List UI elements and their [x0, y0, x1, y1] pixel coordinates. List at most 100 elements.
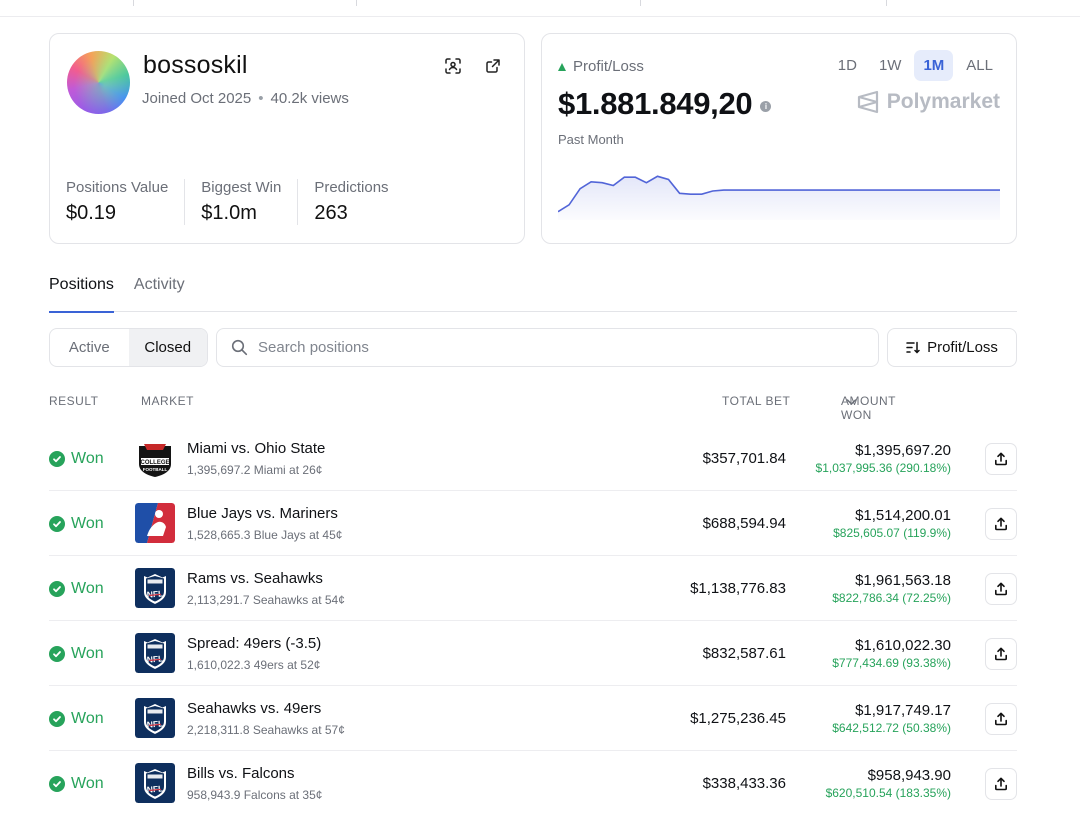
check-circle-icon [49, 450, 65, 467]
market-title[interactable]: Blue Jays vs. Mariners [187, 505, 338, 522]
result-cell: Won [49, 686, 104, 751]
total-bet: $357,701.84 [702, 450, 786, 467]
result-label: Won [71, 514, 104, 532]
amount-won: $1,961,563.18 [855, 572, 951, 589]
info-icon[interactable]: i [760, 100, 772, 112]
market-logo: NFL [135, 763, 175, 803]
sort-button[interactable]: Profit/Loss [887, 328, 1017, 367]
filter-closed-button[interactable]: Closed [128, 329, 207, 366]
stat-value: $1.0m [201, 202, 257, 224]
check-circle-icon [49, 775, 65, 792]
share-icon [995, 452, 1007, 466]
table-row[interactable]: Won NFL Spread: 49ers (-3.5) 1,610,022.3 49… [49, 621, 1017, 686]
share-button[interactable] [985, 768, 1017, 800]
svg-text:NFL: NFL [146, 653, 163, 664]
profit-loss-card: Profit/Loss $1.881.849,20 i Past Month 1… [541, 33, 1017, 244]
profit-gain: $620,510.54 (183.35%) [825, 786, 951, 800]
share-icon [995, 777, 1007, 791]
result-label: Won [71, 579, 104, 597]
pnl-label: Profit/Loss [558, 58, 644, 75]
chevron-down-icon [846, 399, 857, 405]
header-divider [0, 16, 1080, 17]
range-1d[interactable]: 1D [837, 57, 857, 74]
nfl-logo-icon: NFL [135, 698, 175, 738]
market-title[interactable]: Bills vs. Falcons [187, 765, 295, 782]
polymarket-logo-icon [857, 90, 878, 114]
header-total-bet[interactable]: TOTAL BET [722, 394, 791, 408]
share-button[interactable] [985, 443, 1017, 475]
range-1m[interactable]: 1M [914, 50, 954, 81]
share-icon [995, 517, 1007, 531]
header-market: MARKET [141, 394, 195, 408]
stat-positions-value: Positions Value $0.19 [66, 179, 186, 225]
result-cell: Won [49, 556, 104, 621]
range-all[interactable]: ALL [966, 57, 993, 74]
market-subtitle: 1,610,022.3 49ers at 52¢ [187, 658, 321, 672]
username: bossoskil [143, 51, 248, 79]
mlb-logo-icon [135, 503, 175, 543]
svg-text:NFL: NFL [146, 783, 163, 794]
tab-activity[interactable]: Activity [133, 276, 185, 293]
share-button[interactable] [985, 703, 1017, 735]
market-subtitle: 1,528,665.3 Blue Jays at 45¢ [187, 528, 343, 542]
pnl-area [558, 176, 1000, 220]
tab-positions[interactable]: Positions [49, 270, 114, 313]
stat-label: Predictions [314, 179, 389, 196]
result-cell: Won [49, 751, 104, 815]
profit-gain: $642,512.72 (50.38%) [832, 721, 951, 735]
profile-meta: Joined Oct 2025 • 40.2k views [142, 90, 349, 107]
market-logo: COLLEGE FOOTBALL [135, 438, 175, 478]
share-button[interactable] [985, 638, 1017, 670]
table-row[interactable]: Won NFL Rams vs. Seahawks 2,113,291.7 Seaha… [49, 556, 1017, 621]
market-title[interactable]: Seahawks vs. 49ers [187, 700, 322, 717]
search-icon [231, 339, 248, 356]
result-label: Won [71, 774, 104, 792]
avatar [67, 51, 130, 114]
table-row[interactable]: Won NFL Seahawks vs. 49ers 2,218,311.8 Seah… [49, 686, 1017, 751]
profile-card: bossoskil Joined Oct 2025 • 40.2k views Po… [49, 33, 525, 244]
sort-icon [906, 341, 920, 354]
table-row[interactable]: Won COLLEGE FOOTBALL Miami vs. Ohio State 1,… [49, 426, 1017, 491]
sort-label: Profit/Loss [927, 339, 998, 356]
table-header: RESULT MARKET TOTAL BET AMOUNT WON [49, 394, 1080, 422]
pnl-label-text: Profit/Loss [573, 58, 644, 75]
svg-text:NFL: NFL [146, 588, 163, 599]
market-title[interactable]: Spread: 49ers (-3.5) [187, 635, 322, 652]
stat-label: Positions Value [66, 179, 169, 196]
view-count: 40.2k views [270, 90, 349, 107]
share-button[interactable] [985, 508, 1017, 540]
amount-won: $1,514,200.01 [855, 507, 951, 524]
svg-text:FOOTBALL: FOOTBALL [143, 467, 168, 472]
share-icon [995, 582, 1007, 596]
range-selector: 1D 1W 1M ALL [829, 50, 1002, 81]
nfl-logo-icon: NFL [135, 763, 175, 803]
table-row[interactable]: Won NFL Bills vs. Falcons 958,943.9 Falcons… [49, 751, 1017, 815]
market-subtitle: 1,395,697.2 Miami at 26¢ [187, 463, 323, 477]
profit-gain: $777,434.69 (93.38%) [832, 656, 951, 670]
status-toggle: Active Closed [49, 328, 208, 367]
market-title[interactable]: Miami vs. Ohio State [187, 440, 326, 457]
share-icon [995, 647, 1007, 661]
result-cell: Won [49, 426, 104, 491]
market-logo: NFL [135, 698, 175, 738]
external-link-icon[interactable] [482, 55, 504, 77]
positions-table: Won COLLEGE FOOTBALL Miami vs. Ohio State 1,… [49, 426, 1017, 815]
stat-value: $0.19 [66, 202, 117, 224]
filter-active-button[interactable]: Active [68, 339, 110, 356]
range-1w[interactable]: 1W [878, 57, 902, 74]
scan-user-icon[interactable] [442, 55, 464, 77]
header-fragment [0, 0, 1080, 6]
table-row[interactable]: Won Blue Jays vs. Mariners 1,528,665.3 Blu… [49, 491, 1017, 556]
search-input[interactable] [258, 339, 818, 356]
market-subtitle: 2,113,291.7 Seahawks at 54¢ [187, 593, 345, 607]
stat-biggest-win: Biggest Win $1.0m [201, 179, 299, 225]
section-tabs: Positions Activity [49, 270, 1017, 313]
market-title[interactable]: Rams vs. Seahawks [187, 570, 323, 587]
header-amount-won[interactable]: AMOUNT WON [841, 394, 895, 422]
search-box [216, 328, 879, 367]
share-button[interactable] [985, 573, 1017, 605]
result-label: Won [71, 644, 104, 662]
pnl-amount: $1.881.849,20 [558, 86, 753, 121]
market-logo: NFL [135, 568, 175, 608]
